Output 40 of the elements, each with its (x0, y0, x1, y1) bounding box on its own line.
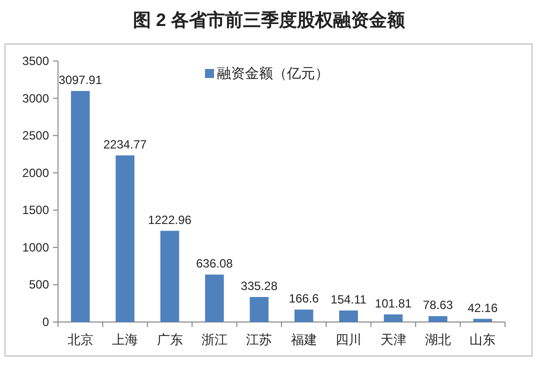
bar (339, 310, 358, 322)
y-tick-label: 500 (28, 278, 50, 292)
x-tick-label: 江苏 (246, 332, 272, 347)
x-tick-label: 山东 (470, 332, 496, 347)
y-tick-label: 2000 (22, 166, 50, 180)
x-tick-label: 浙江 (201, 332, 228, 347)
y-tick-label: 1500 (22, 203, 50, 218)
data-label: 3097.91 (58, 72, 102, 87)
x-tick-label: 北京 (67, 332, 94, 347)
legend-label: 融资金额（亿元） (217, 65, 329, 81)
data-label: 2234.77 (103, 137, 148, 152)
x-tick-label: 福建 (290, 332, 317, 347)
bar (250, 297, 269, 322)
x-tick-label: 湖北 (424, 332, 451, 347)
x-tick-label: 广东 (156, 332, 183, 347)
data-label: 1222.96 (148, 212, 192, 227)
bar (116, 155, 134, 322)
bar (294, 310, 314, 322)
bar (384, 314, 403, 322)
x-tick-label: 四川 (336, 332, 362, 347)
bar (160, 230, 180, 322)
x-tick-label: 上海 (112, 332, 138, 347)
y-tick-label: 3000 (22, 91, 50, 106)
data-label: 101.81 (374, 296, 412, 310)
data-label: 78.63 (422, 298, 454, 312)
bar (205, 274, 224, 322)
data-label: 42.16 (468, 300, 498, 315)
bar (428, 316, 448, 322)
y-tick-label: 0 (42, 315, 50, 329)
data-label: 166.6 (288, 292, 320, 306)
y-tick-label: 1000 (22, 240, 50, 254)
y-tick-label: 2500 (22, 128, 50, 143)
chart-title: 图 2 各省市前三季度股权融资金额 (132, 10, 406, 30)
data-label: 636.08 (196, 256, 234, 271)
data-label: 154.11 (330, 292, 367, 307)
bar (473, 318, 492, 322)
y-tick-label: 3500 (22, 54, 50, 68)
data-label: 335.28 (240, 279, 278, 293)
bar (70, 90, 90, 322)
x-tick-label: 天津 (380, 332, 406, 347)
